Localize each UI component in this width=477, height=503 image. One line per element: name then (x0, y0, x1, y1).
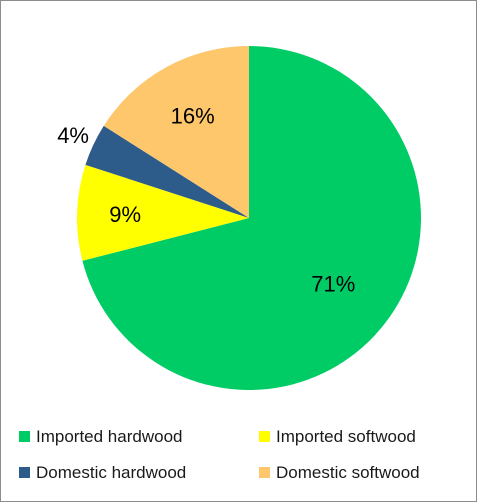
data-label-domestic-hardwood: 4% (57, 123, 89, 148)
data-label-imported-hardwood: 71% (311, 271, 355, 296)
pie-slices (76, 46, 421, 391)
legend-item-imported-hardwood: Imported hardwood (19, 427, 182, 446)
legend-item-domestic-hardwood: Domestic hardwood (19, 463, 186, 482)
legend-label: Imported hardwood (36, 427, 182, 446)
legend-swatch (259, 431, 270, 442)
legend: Imported hardwood Imported softwood Domest… (19, 427, 420, 482)
pie-slice-domestic-hardwood (85, 125, 249, 218)
legend-label: Domestic hardwood (36, 463, 186, 482)
legend-label: Domestic softwood (276, 463, 420, 482)
legend-swatch (259, 467, 270, 478)
legend-item-imported-softwood: Imported softwood (259, 427, 416, 446)
legend-item-domestic-softwood: Domestic softwood (259, 463, 420, 482)
legend-label: Imported softwood (276, 427, 416, 446)
data-label-imported-softwood: 9% (109, 202, 141, 227)
pie-data-labels: 71% 9% 4% 16% (57, 104, 355, 297)
pie-slice-imported-softwood (76, 164, 249, 261)
legend-swatch (19, 467, 30, 478)
pie-slice-imported-hardwood (82, 46, 421, 391)
legend-swatch (19, 431, 30, 442)
data-label-domestic-softwood: 16% (171, 104, 215, 129)
pie-slice-domestic-softwood (103, 46, 249, 218)
